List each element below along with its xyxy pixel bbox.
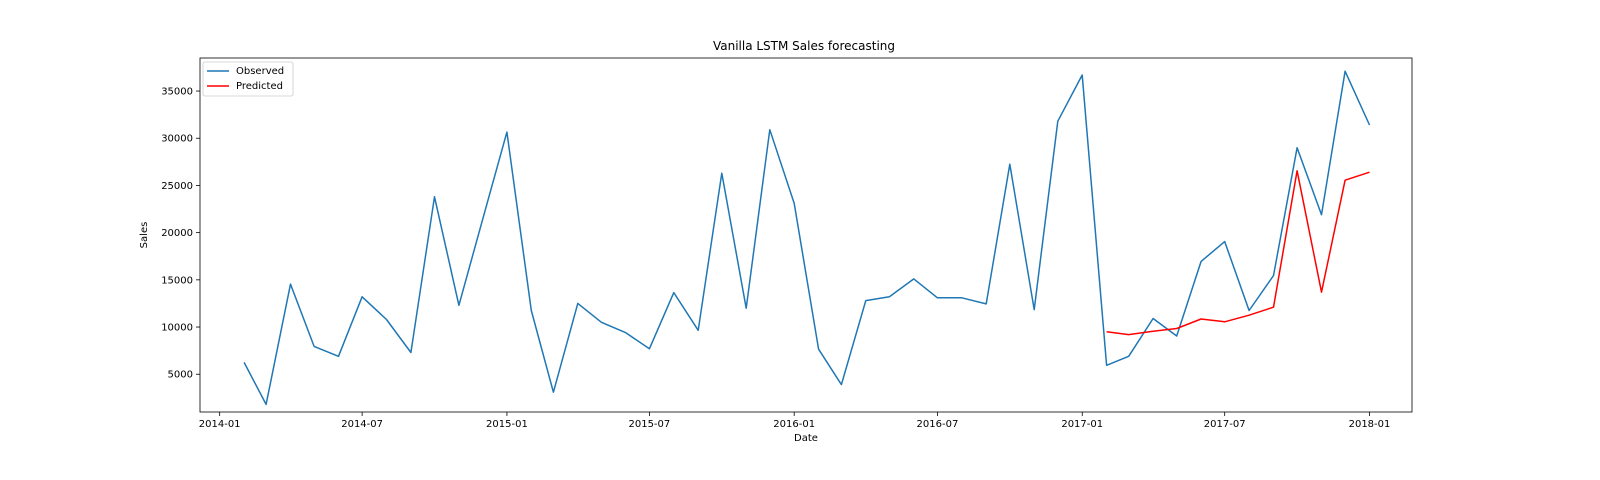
y-tick-label: 5000	[168, 370, 193, 381]
x-tick-label: 2015-07	[628, 419, 670, 430]
x-tick-label: 2016-01	[773, 419, 815, 430]
legend-label-predicted: Predicted	[236, 81, 283, 92]
chart-title: Vanilla LSTM Sales forecasting	[713, 39, 895, 53]
y-tick-label: 15000	[161, 275, 193, 286]
y-tick-label: 30000	[161, 134, 193, 145]
x-tick-label: 2016-07	[917, 419, 959, 430]
legend-label-observed: Observed	[236, 66, 284, 77]
x-axis-label: Date	[794, 433, 818, 444]
series-line-observed	[243, 70, 1371, 406]
y-tick-label: 35000	[161, 87, 193, 98]
plot-frame	[199, 57, 1413, 413]
y-tick-label: 20000	[161, 228, 193, 239]
series-line-predicted	[1106, 170, 1370, 336]
y-axis: 5000 10000 15000 20000 25000 30000 35000	[161, 87, 200, 381]
x-tick-label: 2015-01	[486, 419, 528, 430]
x-tick-label: 2014-01	[199, 419, 241, 430]
y-axis-label: Sales	[139, 222, 150, 249]
x-tick-label: 2017-01	[1061, 419, 1103, 430]
x-tick-label: 2014-07	[341, 419, 383, 430]
y-tick-label: 10000	[161, 323, 193, 334]
x-tick-label: 2018-01	[1349, 419, 1391, 430]
legend: Observed Predicted	[202, 61, 294, 97]
x-tick-label: 2017-07	[1204, 419, 1246, 430]
y-tick-label: 25000	[161, 181, 193, 192]
x-axis: 2014-01 2014-07 2015-01 2015-07 2016-01 2016-…	[199, 412, 1391, 430]
